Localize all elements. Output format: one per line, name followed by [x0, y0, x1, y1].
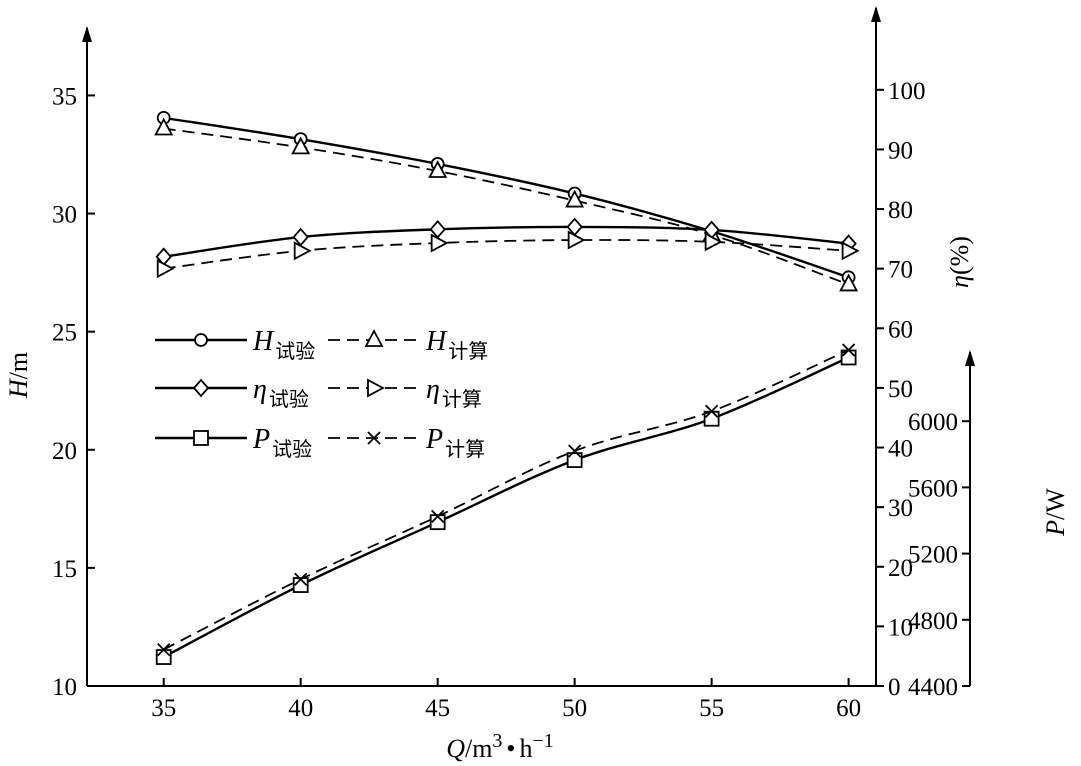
legend: H 试验 H 计算 η 试验 η 计算 P 试验 P 计算 — [155, 326, 488, 461]
data-point — [294, 572, 308, 586]
x-tick-label: 55 — [699, 695, 724, 722]
eta-tick-label: 70 — [888, 257, 913, 284]
eta-tick-label: 30 — [888, 495, 913, 522]
p-tick-label: 4400 — [908, 674, 958, 701]
series-line — [163, 127, 849, 286]
eta-tick-label: 60 — [888, 316, 913, 343]
legend-label: η 试验 — [253, 374, 309, 411]
data-point — [568, 444, 582, 458]
x-tick-label: 45 — [425, 695, 450, 722]
legend-entry: P 计算 — [328, 424, 485, 461]
data-point — [154, 117, 174, 136]
axes-group: 35 40 45 50 55 60 10 15 20 25 30 35 0 10 20 30 40 50 60 70 8… — [52, 6, 975, 722]
data-point — [565, 189, 585, 208]
data-point — [157, 642, 171, 657]
series-line — [163, 225, 849, 258]
axis-labels: Q/m3 • h−1 H/m η(%) P/W — [4, 236, 1070, 763]
series-line — [163, 356, 850, 659]
legend-swatch-marker — [193, 430, 209, 446]
legend-label: H 计算 — [425, 326, 488, 363]
eta-tick-label: 0 — [888, 674, 901, 701]
eta-tick-label: 50 — [888, 376, 913, 403]
legend-entry: P 试验 — [155, 424, 312, 461]
legend-entry: η 计算 — [328, 374, 482, 411]
eta-tick-label: 20 — [888, 555, 913, 582]
data-point — [839, 273, 859, 292]
p-tick-label: 6000 — [908, 409, 958, 436]
data-point — [430, 233, 449, 253]
eta-tick-label: 90 — [888, 137, 913, 164]
h-tick-label: 20 — [52, 438, 77, 465]
x-tick-label: 60 — [836, 695, 861, 722]
series-H-dashed — [154, 117, 859, 292]
h-tick-label: 15 — [52, 556, 77, 583]
series-line — [163, 116, 849, 279]
eta-tick-label: 100 — [888, 78, 926, 105]
eta-axis-arrow — [871, 6, 881, 22]
data-point — [291, 136, 311, 155]
data-point — [156, 259, 175, 279]
h-axis-label: H/m — [4, 352, 33, 399]
h-axis-arrow — [82, 26, 92, 42]
p-tick-label: 5600 — [908, 475, 958, 502]
legend-label: H 试验 — [252, 326, 315, 363]
legend-swatch-marker — [367, 378, 385, 398]
p-axis-label: P/W — [1041, 488, 1070, 537]
h-tick-label: 10 — [52, 674, 77, 701]
h-tick-label: 35 — [52, 83, 77, 110]
eta-tick-label: 10 — [888, 614, 913, 641]
p-tick-label: 4800 — [908, 608, 958, 635]
data-point — [567, 230, 586, 250]
legend-label: P 试验 — [252, 424, 312, 461]
x-axis-label: Q/m3 • h−1 — [446, 730, 554, 763]
data-point — [428, 160, 448, 178]
data-point — [431, 509, 445, 523]
data-point — [841, 343, 856, 357]
legend-swatch-marker — [192, 378, 210, 398]
data-point — [704, 232, 723, 252]
series-eta-solid — [155, 217, 857, 267]
series-group — [154, 110, 860, 665]
series-line — [163, 349, 849, 651]
eta-axis-label: η(%) — [945, 236, 974, 288]
data-point — [155, 649, 172, 665]
p-tick-label: 5200 — [908, 542, 958, 569]
legend-swatch-marker — [364, 329, 384, 347]
series-P-dashed — [157, 343, 856, 657]
series-line — [163, 239, 849, 270]
legend-entry: η 试验 — [155, 374, 309, 411]
eta-tick-label: 40 — [888, 436, 913, 463]
p-axis-arrow — [965, 350, 975, 366]
data-point — [293, 241, 312, 261]
legend-swatch-marker — [367, 431, 381, 445]
data-point — [566, 452, 583, 468]
data-point — [704, 404, 719, 418]
series-H-solid — [156, 110, 856, 285]
legend-swatch-marker — [194, 333, 208, 347]
h-tick-label: 30 — [52, 202, 77, 229]
x-tick-label: 35 — [151, 695, 176, 722]
legend-entry: H 计算 — [328, 326, 488, 363]
legend-label: η 计算 — [426, 374, 482, 411]
series-eta-dashed — [156, 230, 860, 279]
series-P-solid — [155, 349, 857, 665]
h-tick-label: 25 — [52, 320, 77, 347]
eta-tick-label: 80 — [888, 197, 913, 224]
legend-entry: H 试验 — [155, 326, 315, 363]
data-point — [841, 241, 860, 261]
legend-label: P 计算 — [425, 424, 485, 461]
x-tick-label: 50 — [562, 695, 587, 722]
x-tick-label: 40 — [288, 695, 313, 722]
